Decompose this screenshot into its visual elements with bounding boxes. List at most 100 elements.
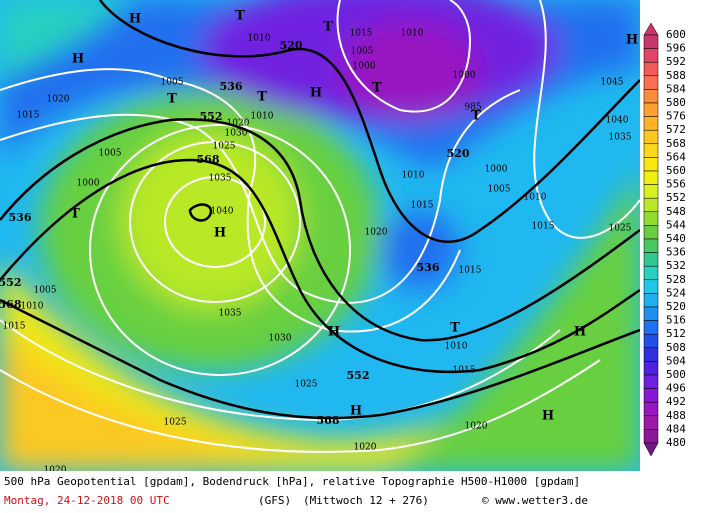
contour-label: 1010 <box>445 342 468 352</box>
contour-label: 1025 <box>295 380 318 390</box>
colorbar-label: 492 <box>666 395 686 408</box>
contour-label: 1020 <box>47 95 70 105</box>
pressure-center: T <box>167 92 177 107</box>
contour-label: 1035 <box>209 174 232 184</box>
colorbar-swatch <box>643 347 659 362</box>
colorbar-label: 528 <box>666 273 686 286</box>
caption-model: (GFS) <box>258 494 291 507</box>
colorbar-label: 560 <box>666 164 686 177</box>
colorbar-label: 532 <box>666 259 686 272</box>
caption-date: Montag, 24-12-2018 00 UTC <box>4 494 170 507</box>
colorbar-label: 540 <box>666 232 686 245</box>
contour-label: 568 <box>317 414 340 427</box>
colorbar-label: 564 <box>666 150 686 163</box>
colorbar-swatch <box>643 102 659 117</box>
colorbar-label: 592 <box>666 55 686 68</box>
colorbar-label: 568 <box>666 137 686 150</box>
colorbar-swatch <box>643 170 659 185</box>
colorbar-swatch <box>643 225 659 240</box>
colorbar-swatch <box>643 34 659 49</box>
contour-label: 1015 <box>532 222 555 232</box>
contour-label: 1010 <box>402 171 425 181</box>
contour-label: 1035 <box>609 133 632 143</box>
contour-label: 1005 <box>34 286 57 296</box>
pressure-center: H <box>626 33 638 48</box>
contour-label: 1010 <box>401 29 424 39</box>
contour-label: 1000 <box>485 165 508 175</box>
pressure-center: T <box>235 9 245 24</box>
colorbar-swatch <box>643 157 659 172</box>
colorbar: 6005965925885845805765725685645605565525… <box>643 22 686 457</box>
colorbar-swatch <box>643 333 659 349</box>
contour-label: 536 <box>9 211 32 224</box>
contour-label: 1020 <box>365 228 388 238</box>
contour-label: 1030 <box>225 129 248 139</box>
colorbar-swatch <box>643 129 659 145</box>
colorbar-swatch <box>643 89 659 104</box>
colorbar-label: 504 <box>666 354 686 367</box>
colorbar-swatch <box>643 361 659 376</box>
contour-label: 1015 <box>350 29 373 39</box>
pressure-center: T <box>372 81 382 96</box>
pressure-center: T <box>450 321 460 336</box>
pressure-center: H <box>328 325 340 340</box>
colorbar-swatch <box>643 429 659 444</box>
contour-label: 552 <box>200 110 223 123</box>
contour-label: 985 <box>464 103 481 113</box>
colorbar-label: 520 <box>666 300 686 313</box>
contour-label: 520 <box>280 39 303 52</box>
contour-label: 536 <box>417 261 440 274</box>
contour-label: 1010 <box>21 302 44 312</box>
contour-label: 1025 <box>164 418 187 428</box>
colorbar-swatch <box>643 388 659 403</box>
colorbar-swatch <box>643 279 659 294</box>
pressure-center: H <box>129 12 141 27</box>
contour-label: 1015 <box>459 266 482 276</box>
contour-label: 1010 <box>524 193 547 203</box>
contour-label: 1015 <box>453 366 476 376</box>
colorbar-label: 496 <box>666 382 686 395</box>
contour-label: 1015 <box>3 322 26 332</box>
colorbar-label: 484 <box>666 422 686 435</box>
caption-box <box>0 471 640 513</box>
contour-label: 1000 <box>77 179 100 189</box>
colorbar-label: 556 <box>666 178 686 191</box>
colorbar-swatch <box>643 415 659 430</box>
pressure-center: T <box>471 109 481 124</box>
contour-label: 1040 <box>606 116 629 126</box>
colorbar-label: 600 <box>666 28 686 41</box>
contour-label: 568 <box>197 153 220 166</box>
contour-label: 1015 <box>17 111 40 121</box>
colorbar-label: 488 <box>666 409 686 422</box>
colorbar-swatch <box>643 265 659 281</box>
contour-label: 568 <box>0 298 22 311</box>
geopotential-contours <box>0 0 640 420</box>
contour-label: 1005 <box>161 78 184 88</box>
colorbar-swatch <box>643 75 659 90</box>
contour-label: 1040 <box>211 207 234 217</box>
colorbar-swatch <box>643 116 659 131</box>
colorbar-arrow-top <box>643 22 659 36</box>
pressure-center: H <box>214 226 226 241</box>
colorbar-swatch <box>643 252 659 267</box>
colorbar-label: 588 <box>666 69 686 82</box>
colorbar-swatch <box>643 211 659 226</box>
colorbar-arrow-bottom <box>643 442 659 457</box>
colorbar-label: 572 <box>666 123 686 136</box>
colorbar-label: 536 <box>666 246 686 259</box>
contour-label: 1030 <box>269 334 292 344</box>
colorbar-label: 508 <box>666 341 686 354</box>
colorbar-label: 512 <box>666 327 686 340</box>
contour-label: 552 <box>0 276 21 289</box>
contour-label: 1020 <box>354 443 377 453</box>
caption-credit: © www.wetter3.de <box>482 494 588 507</box>
colorbar-swatch <box>643 197 659 213</box>
contour-label: 1025 <box>609 224 632 234</box>
contour-label: 520 <box>447 147 470 160</box>
contour-label: 1035 <box>219 309 242 319</box>
contour-label: 1000 <box>353 62 376 72</box>
pressure-center: H <box>310 86 322 101</box>
colorbar-label: 516 <box>666 314 686 327</box>
